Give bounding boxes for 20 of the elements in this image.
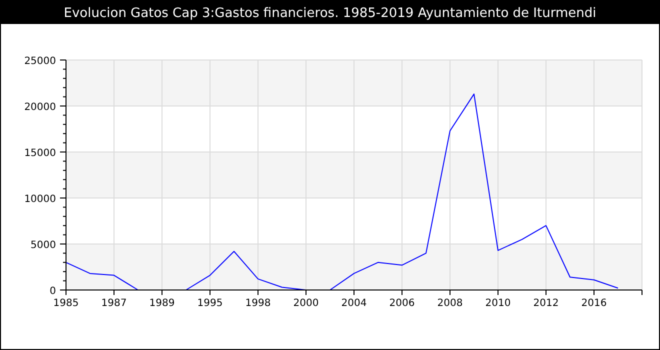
x-tick-label: 2016: [581, 298, 607, 309]
y-tick-label: 5000: [30, 240, 56, 251]
y-tick-label: 0: [50, 286, 56, 297]
x-tick-label: 1985: [53, 298, 79, 309]
x-tick-label: 1989: [149, 298, 175, 309]
line-series: [66, 94, 618, 290]
y-tick-label: 10000: [24, 194, 56, 205]
x-tick-label: 2004: [341, 298, 367, 309]
y-tick-label: 25000: [24, 56, 56, 67]
y-tick-label: 15000: [24, 148, 56, 159]
y-tick-label: 20000: [24, 102, 56, 113]
x-tick-label: 1998: [245, 298, 271, 309]
x-tick-label: 2008: [437, 298, 463, 309]
x-tick-label: 1995: [197, 298, 223, 309]
chart-title: Evolucion Gatos Cap 3:Gastos financieros. 1985-2019 Ayuntamiento de Iturmendi: [64, 6, 596, 21]
x-tick-label: 2010: [485, 298, 511, 309]
x-tick-label: 2000: [293, 298, 319, 309]
x-tick-label: 2006: [389, 298, 415, 309]
x-tick-label: 1987: [101, 298, 127, 309]
x-tick-label: 2012: [533, 298, 559, 309]
